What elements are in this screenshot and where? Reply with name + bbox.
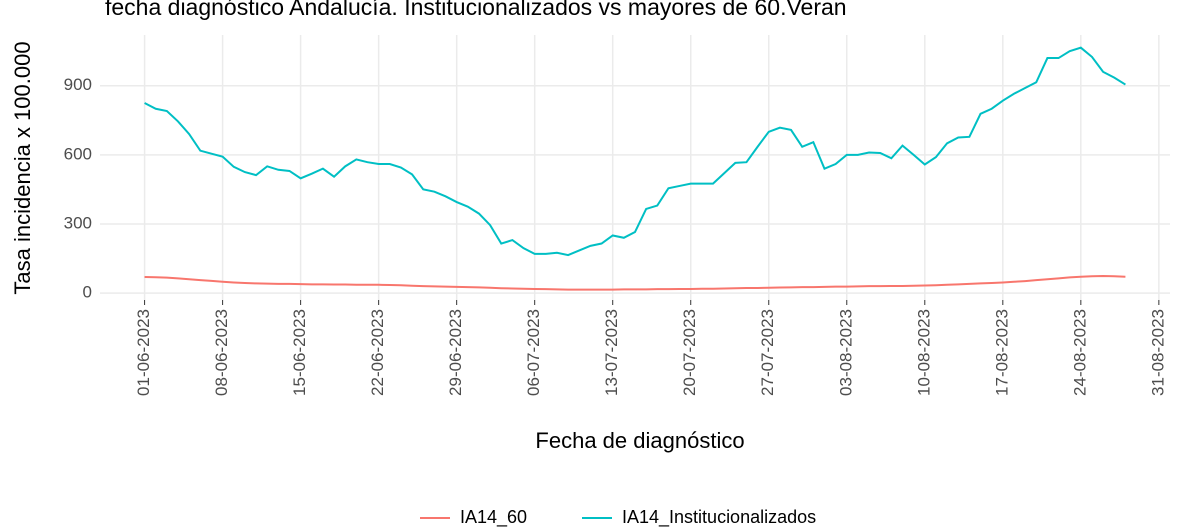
x-tick-label: 08-06-2023 [212,309,231,396]
x-tick-label: 15-06-2023 [290,309,309,396]
y-tick-label: 600 [64,144,92,163]
x-tick-label: 24-08-2023 [1070,309,1089,396]
legend-label: IA14_Institucionalizados [622,507,816,528]
x-tick-label: 13-07-2023 [602,309,621,396]
y-tick-label: 900 [64,75,92,94]
series-line [144,46,1126,257]
x-tick-label: 01-06-2023 [134,309,153,396]
chart-title: fecha diagnóstico Andalucía. Institucion… [105,0,847,20]
y-axis-title: Tasa incidencia x 100.000 [10,41,35,294]
x-tick-label: 27-07-2023 [758,309,777,396]
x-tick-label: 06-07-2023 [524,309,543,396]
x-tick-label: 10-08-2023 [914,309,933,396]
y-tick-label: 300 [64,213,92,232]
x-tick-label: 22-06-2023 [368,309,387,396]
legend-label: IA14_60 [460,507,527,528]
y-tick-label: 0 [83,283,92,302]
x-tick-label: 31-08-2023 [1148,309,1167,396]
x-tick-label: 17-08-2023 [992,309,1011,396]
x-tick-label: 29-06-2023 [446,309,465,396]
series-line [144,275,1126,291]
x-axis-title: Fecha de diagnóstico [535,428,744,453]
x-tick-label: 03-08-2023 [836,309,855,396]
x-tick-label: 20-07-2023 [680,309,699,396]
